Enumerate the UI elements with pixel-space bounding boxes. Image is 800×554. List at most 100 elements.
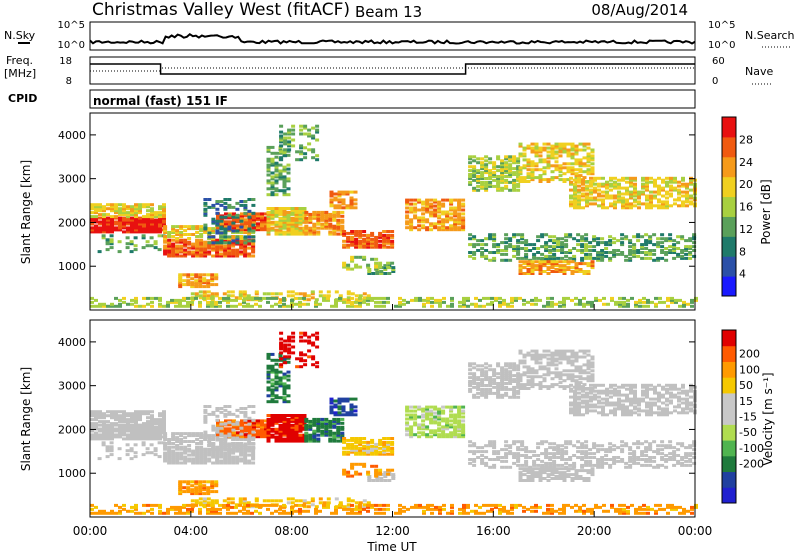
velocity-cell (228, 427, 232, 431)
power-cell (198, 281, 203, 285)
power-cell (413, 226, 418, 230)
power-cell (146, 222, 150, 226)
power-cell (242, 298, 246, 302)
velocity-cell (441, 417, 446, 421)
power-cell (605, 192, 609, 196)
power-cell (601, 206, 605, 210)
velocity-cell (138, 425, 142, 429)
power-cell (582, 148, 587, 152)
power-cell (556, 249, 561, 252)
colorbar-swatch (722, 196, 736, 217)
power-cell (653, 196, 657, 200)
power-cell (596, 243, 601, 247)
power-cell (334, 290, 339, 294)
velocity-cell (109, 449, 114, 453)
power-cell (246, 302, 250, 306)
power-cell (534, 176, 539, 180)
power-cell (680, 254, 685, 258)
velocity-cell (162, 412, 166, 416)
power-cell (195, 250, 200, 254)
power-cell (386, 230, 391, 233)
power-cell (130, 209, 134, 213)
power-cell (664, 237, 669, 241)
velocity-cell (110, 429, 114, 433)
power-cell (332, 218, 337, 222)
velocity-cell (290, 439, 295, 443)
power-cell (270, 228, 275, 232)
power-cell (437, 226, 442, 230)
power-cell (298, 210, 303, 214)
power-cell (536, 239, 541, 243)
velocity-cell (421, 407, 426, 411)
velocity-cell (449, 425, 454, 429)
velocity-cell (203, 438, 208, 441)
power-cell (386, 245, 391, 249)
power-cell (573, 204, 577, 208)
velocity-cell (337, 399, 342, 403)
velocity-cell (468, 372, 473, 376)
velocity-cell (500, 376, 505, 380)
velocity-cell (382, 440, 387, 444)
power-cell (203, 207, 208, 211)
power-cell (500, 167, 505, 171)
power-cell (556, 241, 561, 245)
power-cell (266, 218, 271, 222)
power-cell (286, 218, 291, 222)
power-cell (425, 220, 430, 224)
power-cell (437, 216, 442, 220)
velocity-cell (270, 435, 275, 439)
velocity-cell (578, 367, 583, 371)
velocity-cell (590, 355, 595, 359)
velocity-cell (457, 407, 462, 411)
velocity-cell (320, 431, 325, 435)
power-cell (346, 298, 351, 302)
power-cell (546, 164, 551, 168)
power-cell (324, 224, 329, 228)
velocity-cell (522, 355, 527, 359)
power-cell (526, 168, 531, 172)
velocity-cell (270, 366, 275, 370)
power-cell (512, 159, 517, 163)
power-cell (601, 200, 605, 204)
velocity-cell (437, 413, 442, 417)
velocity-cell (290, 429, 295, 433)
power-cell (354, 233, 359, 237)
power-cell (661, 178, 665, 182)
velocity-cell (621, 383, 625, 387)
power-cell (516, 241, 521, 245)
velocity-cell (453, 427, 458, 431)
power-cell (199, 252, 204, 256)
power-cell (299, 158, 304, 162)
power-cell (130, 298, 134, 302)
power-cell (211, 241, 216, 245)
power-cell (247, 246, 252, 250)
power-cell (312, 224, 317, 228)
velocity-cell (582, 355, 587, 359)
velocity-cell (146, 425, 150, 429)
power-cell (191, 242, 196, 246)
power-cell (562, 180, 567, 183)
power-cell (251, 246, 256, 250)
power-cell (110, 215, 114, 219)
velocity-cell (299, 357, 304, 361)
power-cell (586, 272, 591, 275)
velocity-cell (554, 375, 559, 379)
velocity-cell (114, 414, 118, 418)
power-cell (530, 272, 535, 275)
power-cell (510, 298, 514, 302)
velocity-cell (374, 452, 379, 456)
velocity-cell (178, 486, 183, 490)
velocity-cell (198, 492, 203, 496)
power-cell (626, 298, 630, 302)
power-cell (538, 174, 543, 178)
power-cell (584, 249, 589, 252)
power-cell (502, 298, 506, 302)
power-cell (90, 296, 94, 300)
power-cell (386, 239, 391, 243)
power-cell (186, 302, 190, 306)
power-cell (538, 262, 543, 266)
velocity-cell (270, 415, 275, 419)
power-cell (94, 224, 98, 228)
power-cell (582, 156, 587, 160)
velocity-cell (266, 352, 271, 356)
